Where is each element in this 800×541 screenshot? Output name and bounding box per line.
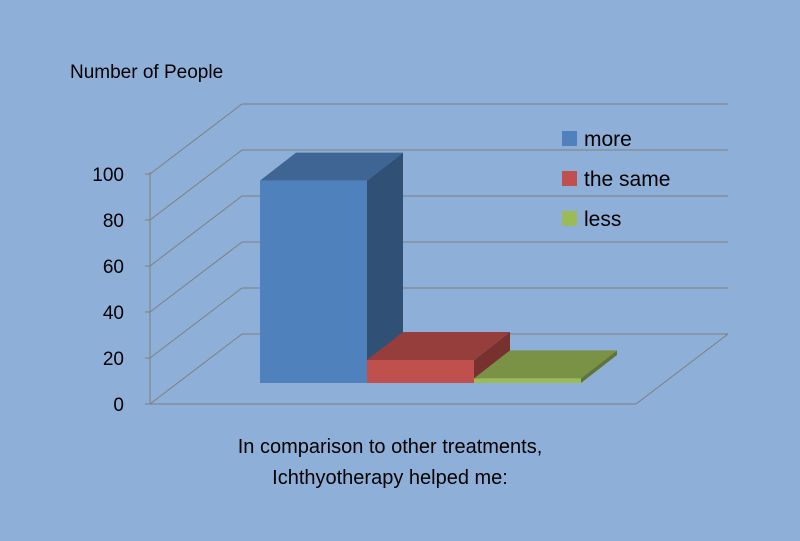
y-tick-label: 40 xyxy=(103,303,124,324)
x-axis-label-line-1: In comparison to other treatments, xyxy=(237,436,543,458)
side-gridline xyxy=(149,103,243,175)
bar-side-the-same xyxy=(474,332,510,383)
y-tick-label: 0 xyxy=(113,395,124,416)
side-gridline xyxy=(149,287,243,359)
legend-swatch xyxy=(562,131,577,146)
y-tick-label: 100 xyxy=(92,165,124,186)
y-tick-label: 60 xyxy=(103,257,124,278)
bar-more xyxy=(260,180,367,383)
legend-label: the same xyxy=(584,168,670,191)
bar-the-same xyxy=(367,360,474,383)
side-gridline xyxy=(149,149,243,221)
side-gridline xyxy=(149,333,243,405)
bar-side-more xyxy=(367,152,403,383)
bar-top-more xyxy=(260,152,403,181)
bar-top-the-same xyxy=(367,332,510,360)
bar-less xyxy=(474,378,581,383)
legend-label: less xyxy=(584,208,621,231)
x-axis-label: In comparison to other treatments, Ichth… xyxy=(160,432,620,494)
bar-top-less xyxy=(474,350,617,379)
bar-side-less xyxy=(581,350,617,383)
floor-right-edge xyxy=(635,333,729,405)
legend-label: more xyxy=(584,128,632,151)
y-tick-label: 20 xyxy=(103,349,124,370)
y-axis-label: Number of People xyxy=(70,62,224,83)
x-axis-label-line-2: Ichthyotherapy helped me: xyxy=(272,467,508,489)
side-gridline xyxy=(149,241,243,313)
side-gridline xyxy=(149,195,243,267)
y-tick-label: 80 xyxy=(103,211,124,232)
legend-swatch xyxy=(562,211,577,226)
legend-swatch xyxy=(562,171,577,186)
